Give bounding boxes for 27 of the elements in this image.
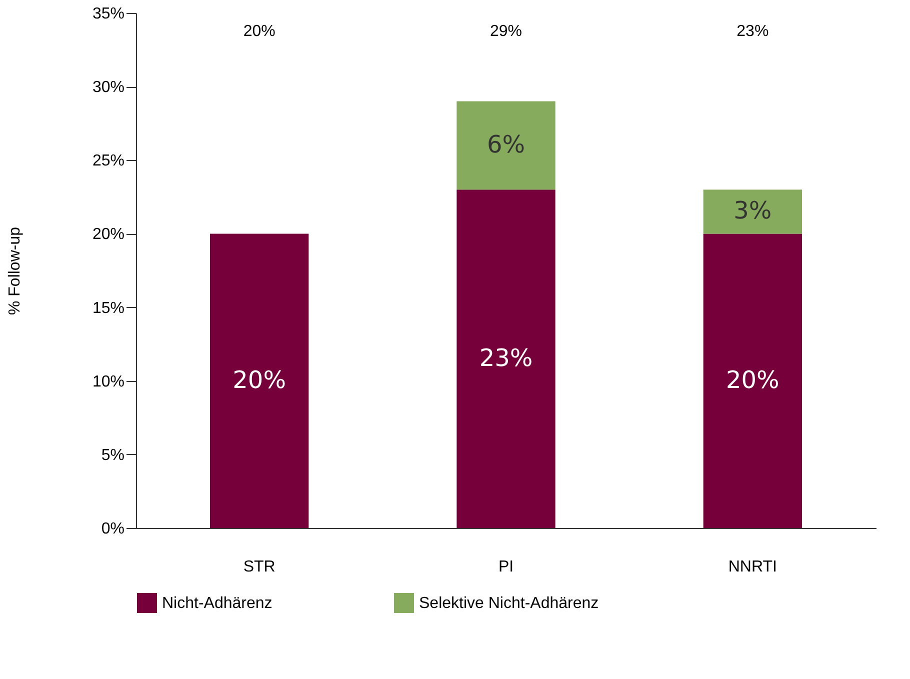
x-tick-label: NNRTI [728, 558, 777, 576]
legend-label: Nicht-Adhärenz [162, 595, 272, 612]
bar [703, 190, 802, 234]
y-axis-title: % Follow-up [6, 226, 24, 316]
bar [456, 101, 556, 190]
legend-label: Selektive Nicht-Adhärenz [419, 595, 599, 612]
annotation: 23% [736, 23, 769, 40]
y-tick-label: 30% [92, 79, 124, 96]
y-tick-label: 10% [92, 373, 124, 390]
bar [456, 190, 556, 528]
data-label: 3% [734, 196, 772, 225]
annotation: 29% [490, 23, 522, 40]
annotation: 20% [243, 23, 276, 40]
y-tick-label: 5% [101, 446, 124, 464]
y-tick-label: 15% [92, 300, 124, 317]
data-label: 23% [479, 344, 533, 372]
data-label: 6% [486, 130, 526, 158]
y-tick-label: 25% [92, 152, 124, 170]
y-tick-label: 35% [92, 6, 124, 22]
data-label: 20% [232, 366, 286, 394]
y-tick-label: 0% [101, 520, 124, 538]
x-tick-label: PI [498, 558, 514, 576]
bar [703, 234, 802, 528]
x-tick-label: STR [243, 558, 276, 576]
data-label: 20% [726, 366, 780, 394]
bar [210, 234, 309, 528]
y-tick-label: 20% [92, 226, 124, 244]
